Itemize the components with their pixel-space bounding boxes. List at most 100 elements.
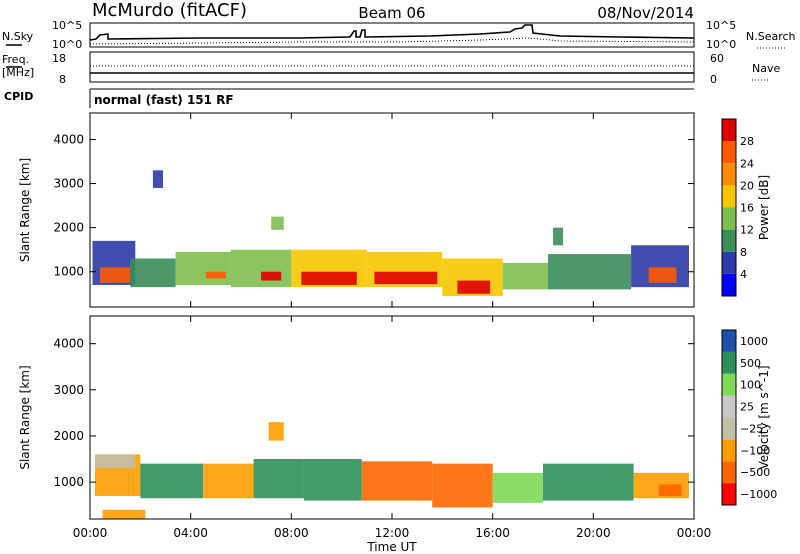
data-cell — [271, 216, 284, 230]
velocity-panel: 1000 2000 3000 4000 Slant Range [km] — [18, 315, 695, 520]
data-cell — [253, 459, 304, 499]
power-panel: 1000 2000 3000 4000 Slant Range [km] — [18, 112, 695, 308]
data-cell — [100, 267, 131, 283]
colorbar-tick-label: 25 — [740, 401, 754, 414]
colorbar-tick-label: 16 — [740, 202, 754, 215]
nsky-tick-low: 10^0 — [52, 38, 82, 51]
nave-tick-low: 0 — [710, 73, 717, 86]
data-cell — [230, 249, 292, 288]
x-tick-label: 16:00 — [475, 526, 510, 540]
freq-strip-frame — [89, 51, 695, 83]
data-cell — [301, 271, 357, 285]
colorbar-swatch — [722, 461, 736, 484]
data-cell — [457, 280, 491, 294]
colorbar-tick-label: 28 — [740, 135, 754, 148]
x-tick-label: 12:00 — [375, 526, 410, 540]
x-axis-label: Time UT — [366, 540, 417, 554]
x-tick-label: 00:00 — [73, 526, 108, 540]
y-tick-label: 1000 — [53, 475, 84, 489]
colorbar-tick-label: 100 — [740, 379, 761, 392]
freq-unit-label: [MHz] — [2, 66, 34, 79]
y-tick-label: 2000 — [53, 221, 84, 235]
cpid-label: CPID — [4, 90, 33, 103]
data-cell — [648, 267, 677, 283]
velocity-colorbar: 1000 500 100 25 −25 −100 −500 −1000 Velocity [m … — [721, 329, 777, 506]
colorbar-swatch — [722, 185, 736, 208]
data-cell — [553, 227, 564, 246]
nave-tick-high: 60 — [710, 52, 724, 65]
nsky-tick-high: 10^5 — [52, 19, 82, 32]
data-cell — [205, 271, 226, 279]
colorbar-swatch — [722, 330, 736, 352]
y-tick-label: 4000 — [53, 132, 84, 146]
cpid-value: normal (fast) 151 RF — [94, 93, 234, 107]
colorbar-swatch — [722, 351, 736, 374]
colorbar-tick-label: 24 — [740, 157, 754, 170]
colorbar-frame — [721, 329, 737, 506]
nsky-label: N.Sky — [2, 30, 34, 43]
data-cell — [102, 509, 146, 519]
data-cell — [658, 484, 682, 496]
colorbar-tick-label: −100 — [740, 444, 770, 457]
data-cell — [502, 262, 549, 290]
colorbar-swatch — [722, 229, 736, 252]
colorbar-swatch — [722, 163, 736, 186]
date-title: 08/Nov/2014 — [597, 4, 694, 22]
data-cell — [303, 459, 362, 501]
data-cell — [130, 258, 176, 288]
freq-tick-high: 18 — [52, 52, 66, 65]
colorbar-swatch — [722, 483, 736, 505]
data-cell — [175, 251, 231, 285]
data-cell — [543, 463, 634, 501]
nsearch-trace — [89, 37, 695, 45]
nave-label: Nave — [752, 62, 780, 75]
y-tick-label: 4000 — [53, 337, 84, 351]
colorbar-tick-label: 1000 — [740, 335, 768, 348]
y-axis-label: Slant Range [km] — [18, 365, 32, 469]
data-cell — [432, 463, 493, 508]
x-tick-label: 04:00 — [173, 526, 208, 540]
colorbar-label: Velocity [m s^-1] — [757, 365, 771, 469]
colorbar-tick-label: 4 — [740, 268, 747, 281]
x-tick-label: 08:00 — [274, 526, 309, 540]
power-colorbar: 4 8 12 16 20 24 28 Power [dB] — [721, 118, 771, 297]
data-cell — [95, 454, 136, 469]
colorbar-swatch — [722, 251, 736, 274]
panel-data — [92, 170, 689, 296]
data-cell — [268, 422, 284, 441]
data-cell — [261, 271, 282, 281]
time-axis: 00:00 04:00 08:00 12:00 16:00 20:00 00:00 — [73, 526, 712, 540]
data-cell — [548, 254, 632, 290]
y-tick-label: 3000 — [53, 177, 84, 191]
colorbar-swatch — [722, 273, 736, 296]
freq-label: Freq. — [2, 53, 29, 66]
colorbar-swatch — [722, 417, 736, 440]
data-cell — [152, 170, 163, 188]
data-cell — [492, 472, 543, 503]
colorbar-swatch — [722, 207, 736, 230]
colorbar-swatch — [722, 439, 736, 462]
beam-title: Beam 06 — [358, 4, 425, 22]
y-tick-label: 1000 — [53, 265, 84, 279]
colorbar-frame — [721, 118, 737, 297]
nsearch-label: N.Search — [746, 30, 796, 43]
colorbar-label: Power [dB] — [757, 175, 771, 240]
data-cell — [361, 461, 433, 501]
x-tick-label: 00:00 — [677, 526, 712, 540]
y-tick-label: 3000 — [53, 383, 84, 397]
colorbar-swatch — [722, 119, 736, 142]
colorbar-swatch — [722, 141, 736, 164]
freq-tick-low: 8 — [59, 73, 66, 86]
noise-strip-frame — [89, 22, 695, 48]
x-tick-label: 20:00 — [576, 526, 611, 540]
colorbar-tick-label: −1000 — [740, 488, 777, 501]
y-axis-label: Slant Range [km] — [18, 158, 32, 262]
data-cell — [203, 463, 254, 499]
colorbar-swatch — [722, 395, 736, 418]
colorbar-tick-label: 500 — [740, 357, 761, 370]
data-cell — [374, 271, 438, 285]
colorbar-tick-label: 20 — [740, 179, 754, 192]
colorbar-tick-label: −500 — [740, 466, 770, 479]
nsearch-tick-low: 10^0 — [706, 38, 736, 51]
